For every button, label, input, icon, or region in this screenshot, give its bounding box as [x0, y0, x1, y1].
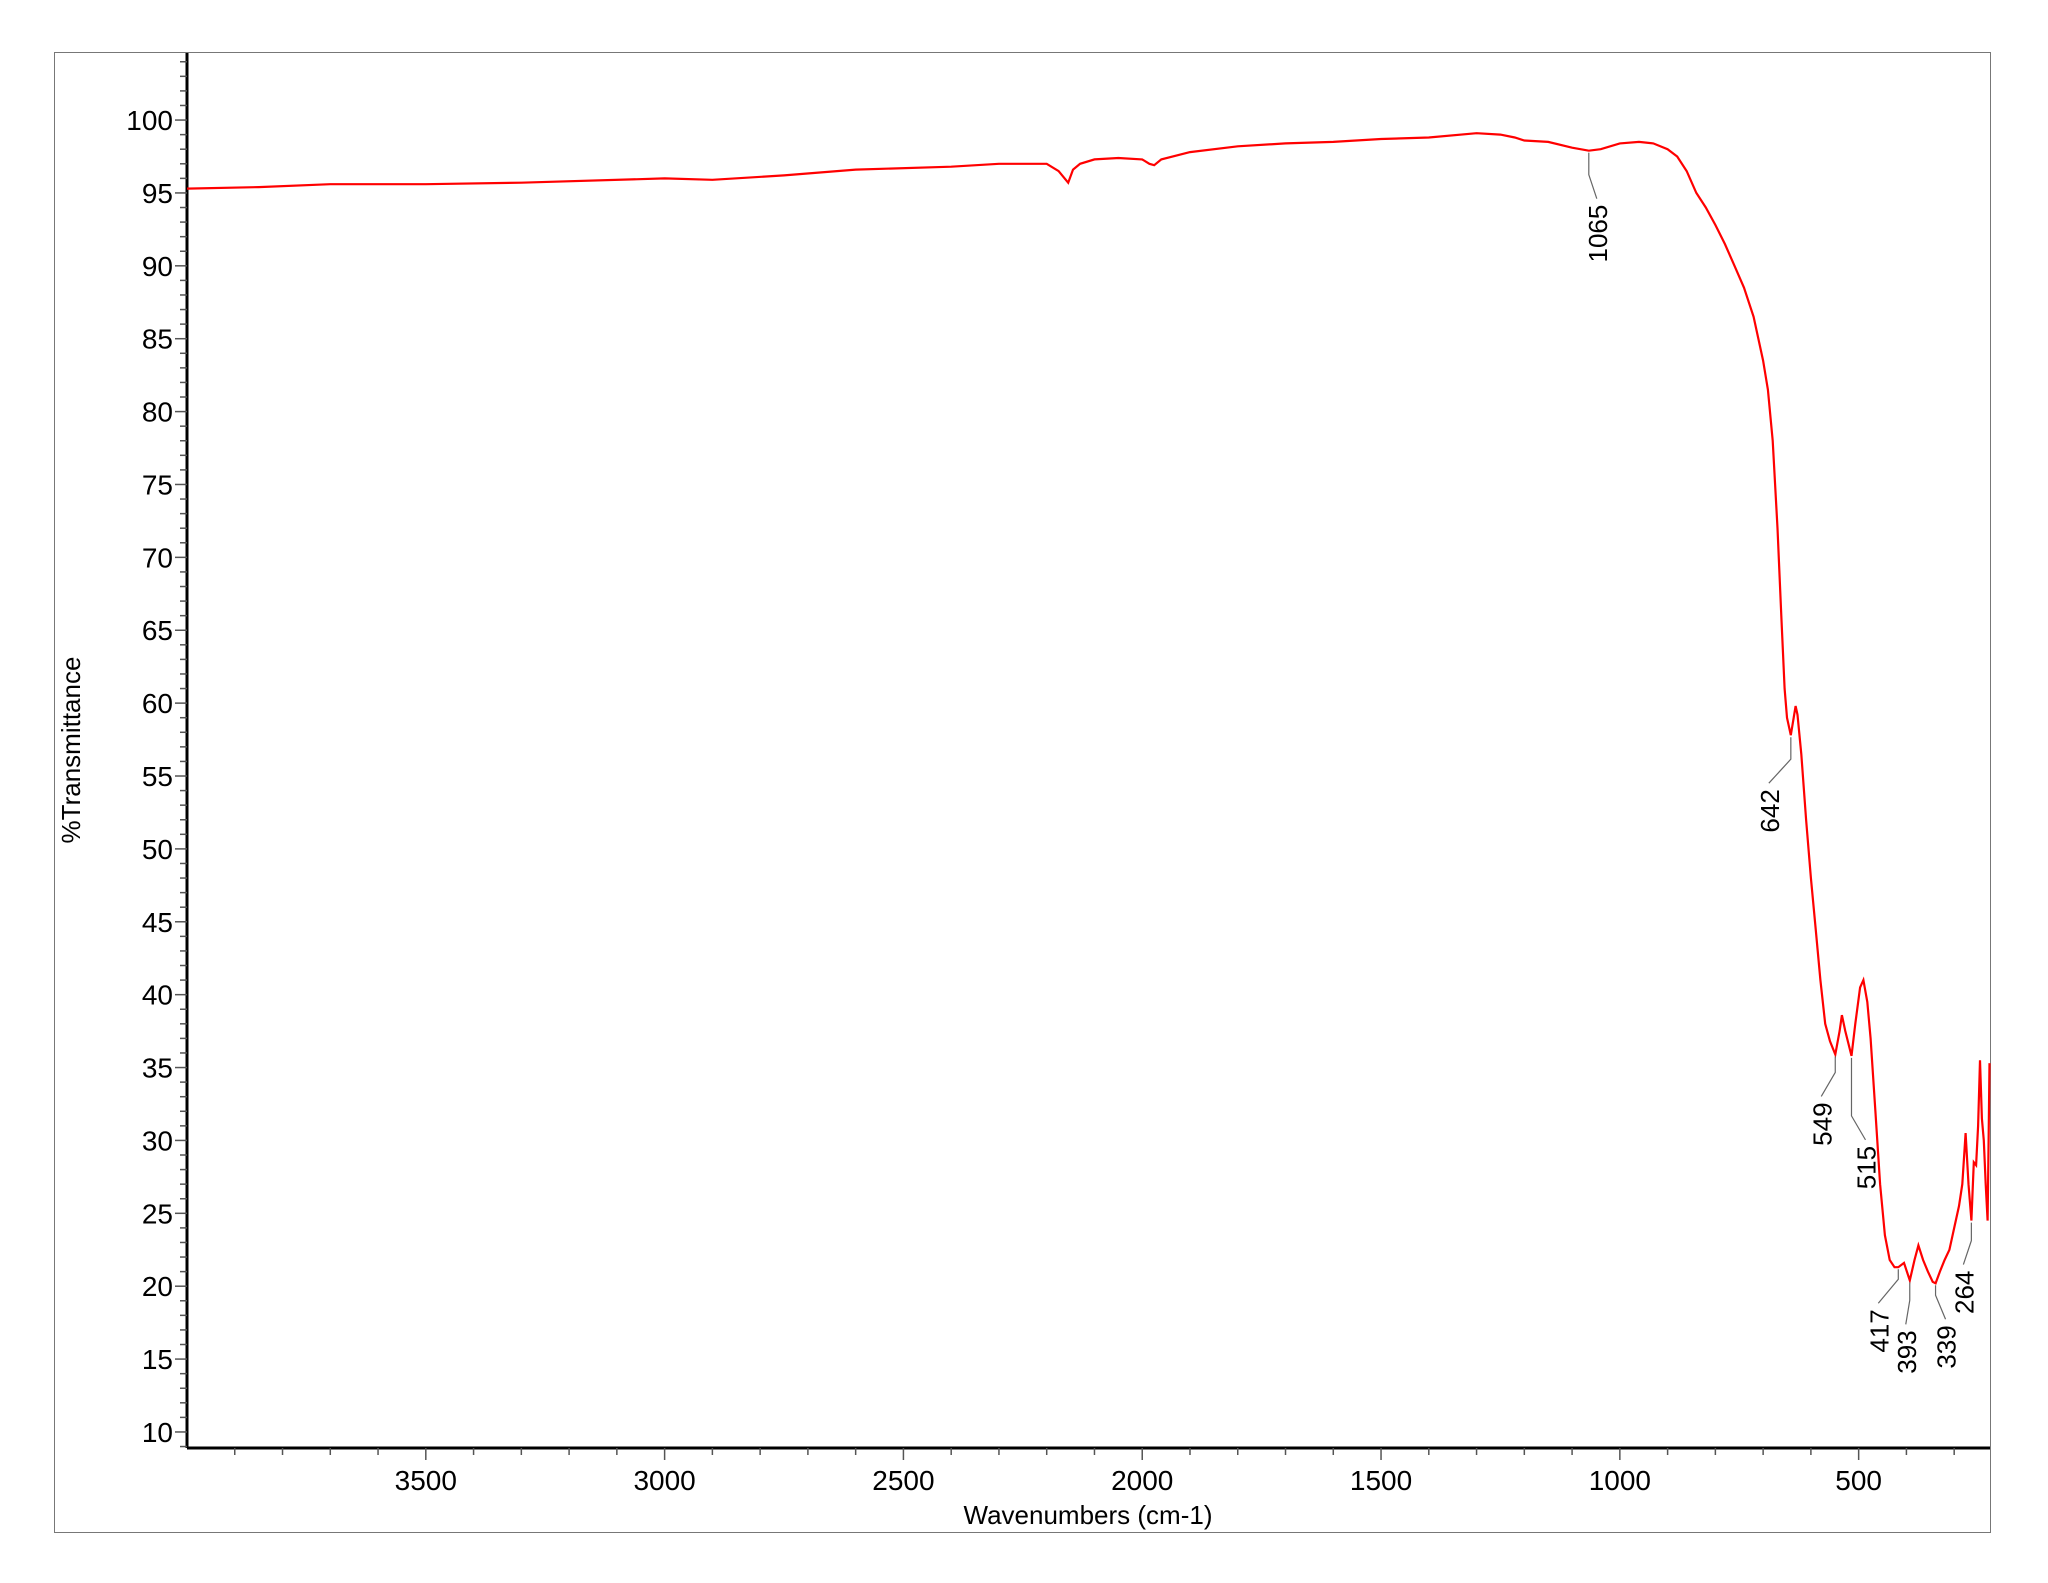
x-tick-label: 2000 — [1111, 1465, 1173, 1496]
y-tick-label: 80 — [142, 397, 173, 428]
y-tick-label: 10 — [142, 1417, 173, 1448]
y-tick-label: 60 — [142, 688, 173, 719]
x-tick-label: 1500 — [1350, 1465, 1412, 1496]
x-axis: 3500 3000 2500 2000 1500 1000 500 — [187, 1446, 1990, 1496]
y-tick-label: 95 — [142, 178, 173, 209]
x-tick-label: 3000 — [633, 1465, 695, 1496]
peak-label: 417 — [1864, 1309, 1894, 1352]
plot-frame — [54, 52, 1991, 1533]
peak-label: 1065 — [1583, 205, 1613, 263]
annotation-leader — [1962, 1222, 1972, 1265]
y-tick-label: 35 — [142, 1053, 173, 1084]
annotation-leader — [1850, 1057, 1867, 1141]
y-tick-label: 15 — [142, 1344, 173, 1375]
y-tick-label: 25 — [142, 1198, 173, 1229]
x-tick-label: 500 — [1835, 1465, 1882, 1496]
peak-label: 549 — [1807, 1102, 1837, 1145]
peak-label: 339 — [1932, 1325, 1962, 1368]
y-axis: 10 15 20 25 30 35 40 45 50 55 60 65 70 75 80 85 90 95 100 — [126, 53, 189, 1448]
annotation-leader — [1820, 1056, 1836, 1097]
peak-label: 264 — [1949, 1271, 1979, 1314]
peak-label: 515 — [1851, 1146, 1881, 1189]
y-tick-label: 45 — [142, 907, 173, 938]
y-tick-label: 85 — [142, 324, 173, 355]
y-axis-label: %Transmittance — [56, 657, 86, 844]
annotation-leader — [1768, 737, 1792, 784]
y-tick-label: 50 — [142, 834, 173, 865]
spectrum-line — [186, 132, 1991, 1285]
annotation-leader — [1905, 1282, 1911, 1325]
y-tick-label: 90 — [142, 251, 173, 282]
y-tick-label: 30 — [142, 1125, 173, 1156]
x-tick-label: 2500 — [872, 1465, 934, 1496]
y-tick-label: 70 — [142, 542, 173, 573]
peak-label: 393 — [1892, 1330, 1922, 1373]
y-tick-label: 65 — [142, 615, 173, 646]
annotation-leader — [1934, 1285, 1947, 1320]
y-tick-label: 75 — [142, 469, 173, 500]
y-tick-label: 20 — [142, 1271, 173, 1302]
x-tick-label: 3500 — [395, 1465, 457, 1496]
y-tick-label: 40 — [142, 980, 173, 1011]
peak-label: 642 — [1755, 789, 1785, 832]
y-tick-label: 100 — [126, 105, 173, 136]
x-axis-label: Wavenumbers (cm-1) — [964, 1500, 1213, 1530]
x-tick-label: 1000 — [1589, 1465, 1651, 1496]
annotation-leader — [1588, 152, 1598, 199]
y-tick-label: 55 — [142, 761, 173, 792]
annotation-leader — [1877, 1269, 1899, 1304]
